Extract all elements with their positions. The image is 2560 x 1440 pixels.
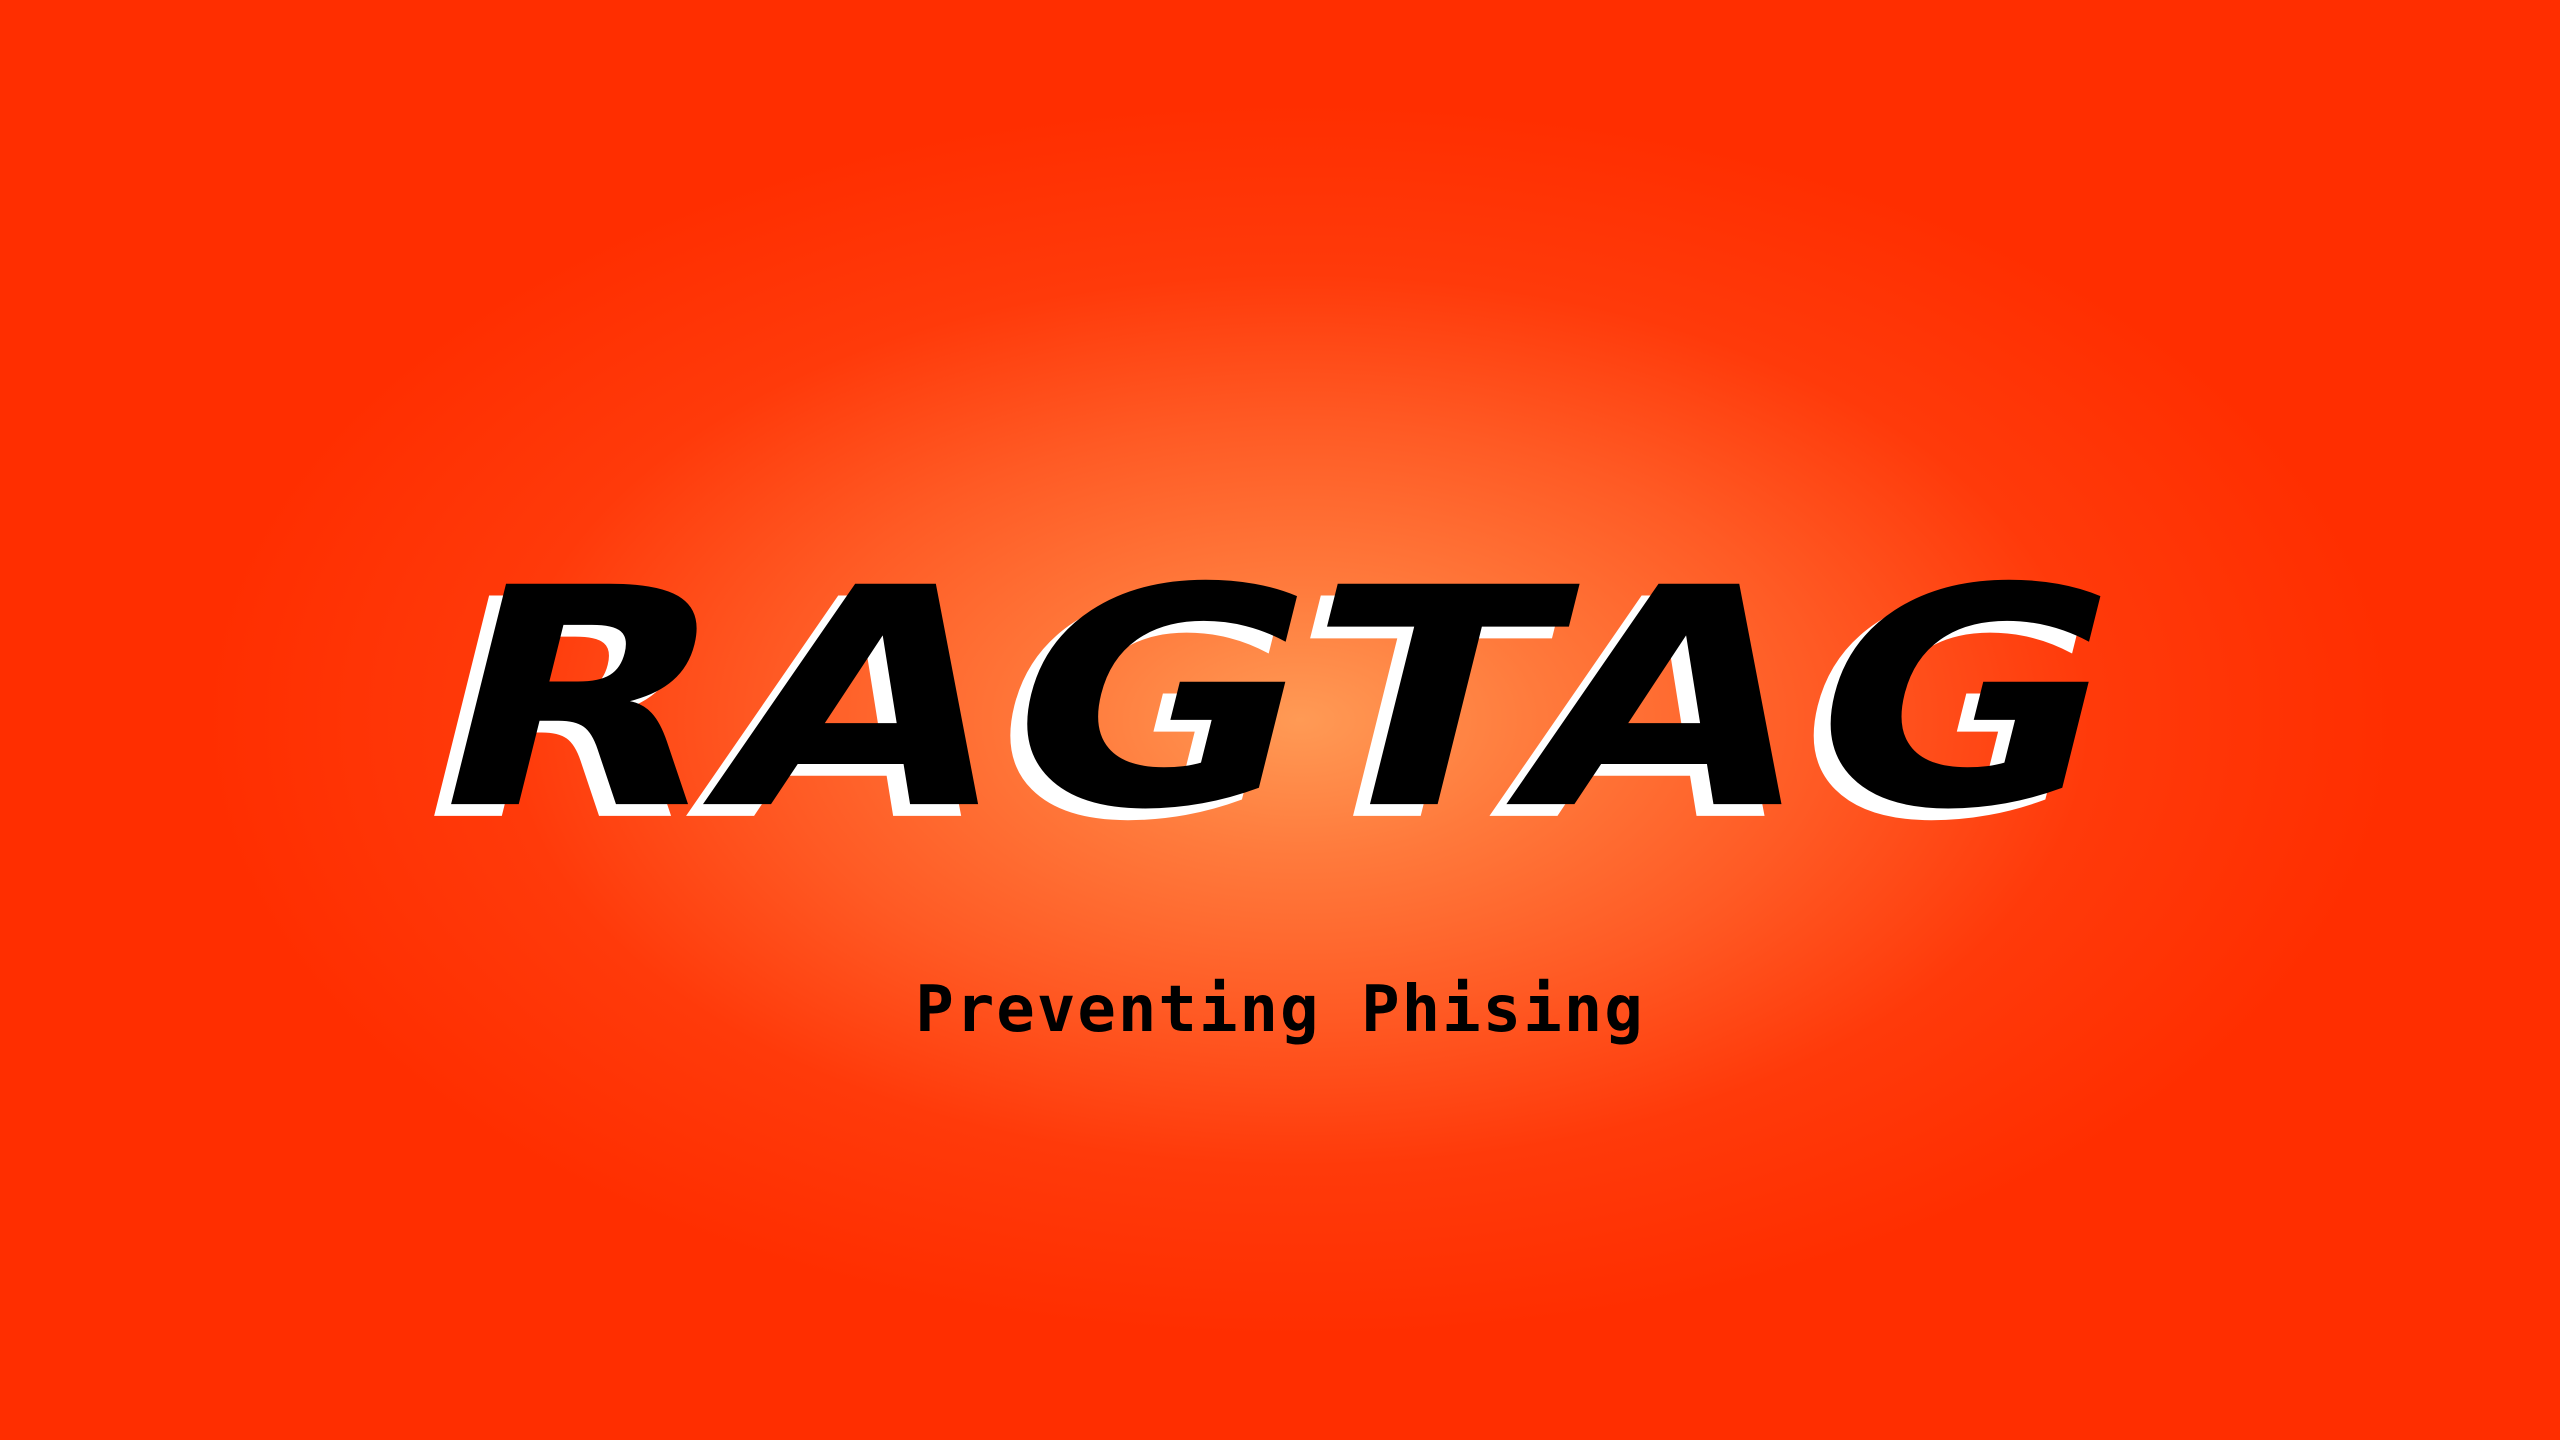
logo-title: RAGTAG [399,523,2161,876]
logo-container: RAGTAG [0,520,2560,920]
tagline: Preventing Phising [915,973,1645,1047]
